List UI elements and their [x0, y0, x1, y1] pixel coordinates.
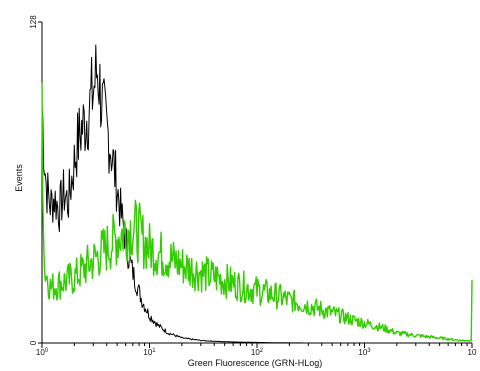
- x-tick-label: 101: [143, 348, 156, 357]
- y-axis-label: Events: [14, 164, 24, 192]
- x-tick-label: 102: [251, 348, 264, 357]
- labels: Events Green Fluorescence (GRN-HLog): [14, 164, 322, 368]
- series-line-black: [41, 44, 472, 344]
- x-tick-label: 100: [36, 348, 49, 357]
- y-tick-label: 0: [29, 340, 38, 345]
- x-tick-label: 103: [358, 348, 371, 357]
- x-axis-label: Green Fluorescence (GRN-HLog): [188, 358, 323, 368]
- x-tick-label: 10: [468, 348, 477, 357]
- series-line-green: [41, 82, 473, 342]
- series-layer: [41, 44, 473, 344]
- y-tick-label: 128: [29, 15, 38, 29]
